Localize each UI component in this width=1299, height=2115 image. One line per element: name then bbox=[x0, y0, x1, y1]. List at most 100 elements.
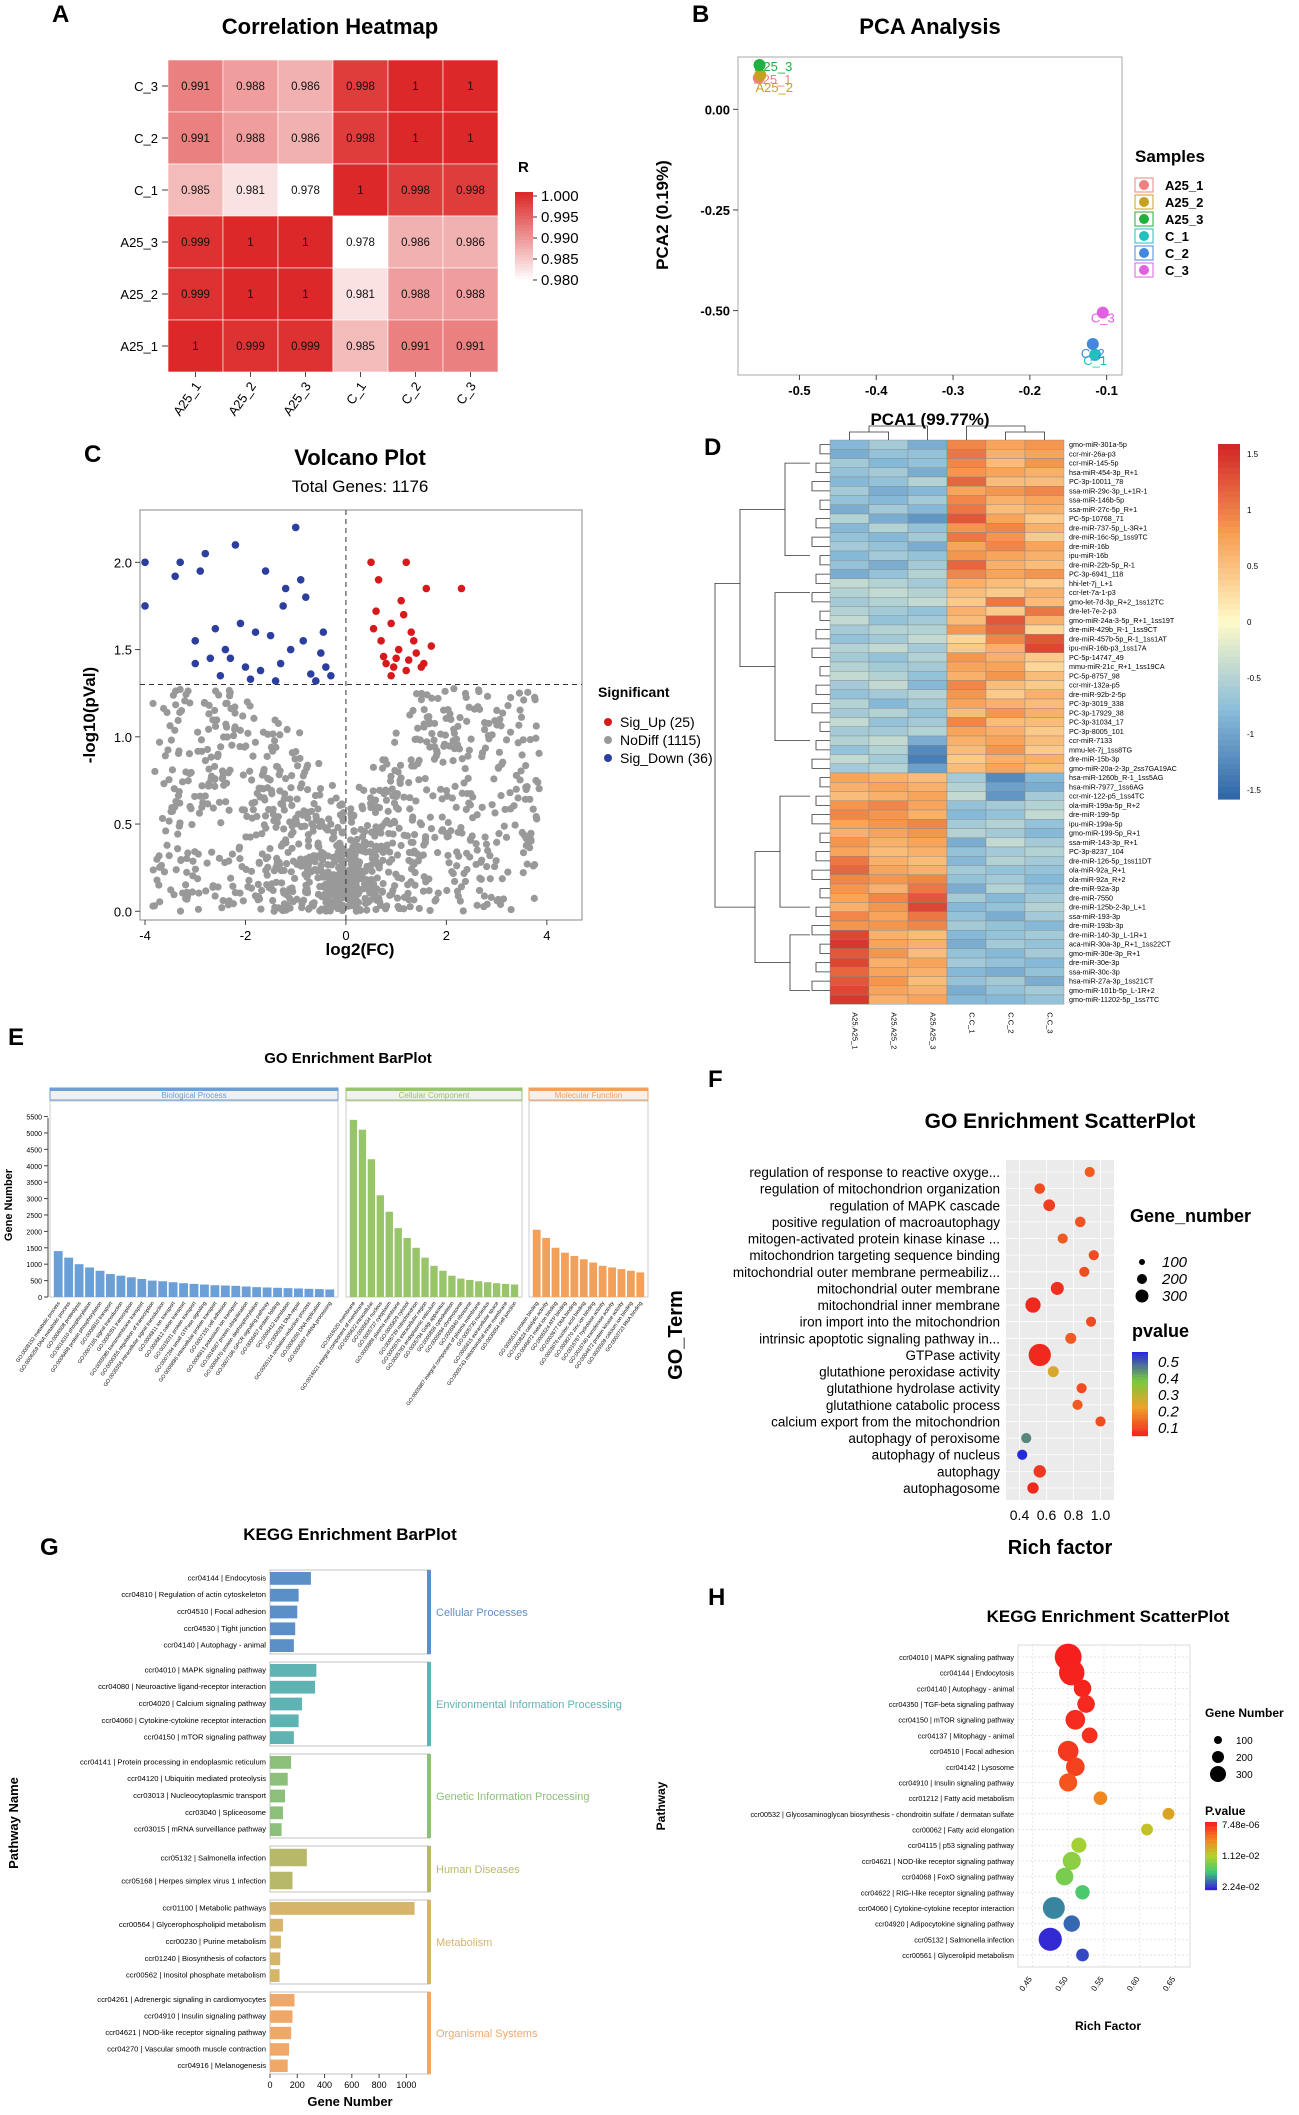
heatmap-cell bbox=[868, 976, 909, 986]
sig-down-point bbox=[191, 659, 200, 668]
bar bbox=[294, 1288, 303, 1297]
heatmap-cell bbox=[946, 513, 987, 524]
bar bbox=[189, 1283, 199, 1297]
heatmap-cell bbox=[985, 634, 1026, 644]
color-legend-gradient bbox=[1132, 1377, 1148, 1380]
heatmap-cell bbox=[1024, 865, 1065, 875]
heatmap-cell bbox=[1024, 735, 1065, 746]
y-tick-label: glutathione catabolic process bbox=[826, 1398, 1000, 1413]
color-legend-gradient bbox=[1205, 1840, 1217, 1843]
heatmap-cell bbox=[868, 883, 909, 894]
nodiff-point bbox=[211, 775, 219, 784]
dendrogram-branch bbox=[815, 906, 830, 917]
legend-gradient bbox=[515, 234, 533, 238]
heatmap-cell bbox=[946, 476, 987, 487]
heatmap-cell bbox=[985, 717, 1026, 727]
nodiff-point bbox=[504, 702, 512, 710]
heatmap-cell bbox=[946, 717, 987, 727]
nodiff-point bbox=[439, 758, 447, 766]
heatmap-cell bbox=[829, 726, 870, 737]
nodiff-point bbox=[183, 868, 191, 876]
nodiff-point bbox=[296, 855, 305, 863]
nodiff-point bbox=[444, 851, 452, 860]
heatmap-cell bbox=[868, 920, 909, 931]
row-label: C_1 bbox=[134, 183, 158, 198]
y-tick-label: ccr03040 | Spliceosome bbox=[185, 1808, 266, 1817]
nodiff-point bbox=[361, 876, 369, 884]
heatmap-cell bbox=[829, 624, 870, 635]
bar bbox=[385, 1211, 393, 1297]
y-tick-label: ccr03015 | mRNA surveillance pathway bbox=[134, 1825, 266, 1834]
nodiff-point bbox=[338, 801, 346, 809]
heatmap-cell bbox=[985, 828, 1026, 838]
data-point bbox=[1033, 1465, 1046, 1478]
nodiff-point bbox=[450, 725, 458, 733]
y-tick-label: regulation of mitochondrion organization bbox=[760, 1182, 1000, 1197]
color-legend-gradient bbox=[1132, 1394, 1148, 1397]
color-legend-gradient bbox=[1205, 1835, 1217, 1838]
nodiff-point bbox=[406, 805, 414, 813]
nodiff-point bbox=[182, 881, 190, 889]
heatmap-cell bbox=[946, 458, 987, 468]
heatmap-cell bbox=[868, 939, 909, 949]
nodiff-point bbox=[472, 840, 480, 848]
sig-down-point bbox=[226, 654, 235, 663]
nodiff-point bbox=[252, 831, 260, 839]
heatmap-cell bbox=[946, 902, 987, 912]
nodiff-point bbox=[504, 868, 512, 876]
facet-strip bbox=[427, 1992, 431, 2074]
y-tick-label: 5500 bbox=[26, 1115, 42, 1122]
bar bbox=[608, 1267, 616, 1297]
nodiff-point bbox=[491, 809, 499, 817]
heatmap-cell bbox=[907, 846, 948, 857]
legend-gradient bbox=[515, 201, 533, 205]
row-label: ipu-miR-199a-5p bbox=[1069, 819, 1123, 828]
heatmap-cell bbox=[868, 754, 909, 764]
x-tick-label: 4 bbox=[543, 928, 550, 943]
sig-up-point bbox=[377, 637, 385, 645]
nodiff-point bbox=[322, 824, 330, 832]
y-tick-label: regulation of response to reactive oxyge… bbox=[749, 1165, 1000, 1180]
legend-gradient bbox=[1218, 485, 1240, 492]
dendrogram-branch bbox=[811, 592, 830, 603]
legend-gradient bbox=[1218, 491, 1240, 498]
heatmap-cell bbox=[829, 634, 870, 644]
heatmap-cell bbox=[332, 163, 389, 217]
nodiff-point bbox=[185, 750, 194, 758]
heatmap-cell bbox=[1024, 948, 1065, 959]
nodiff-point bbox=[438, 813, 446, 821]
dendrogram-branch bbox=[819, 666, 830, 677]
nodiff-point bbox=[439, 826, 447, 834]
color-legend-gradient bbox=[1205, 1839, 1217, 1841]
row-label: ssa-miR-146b-5p bbox=[1069, 496, 1124, 505]
nodiff-point bbox=[282, 839, 290, 847]
nodiff-point bbox=[447, 715, 455, 724]
heatmap-cell bbox=[985, 513, 1026, 524]
heatmap-cell bbox=[907, 772, 948, 783]
nodiff-point bbox=[304, 831, 312, 839]
size-legend-label: 200 bbox=[1236, 1753, 1253, 1764]
col-label: A25.A25_2 bbox=[890, 1012, 899, 1049]
nodiff-point bbox=[287, 831, 295, 839]
nodiff-point bbox=[488, 801, 496, 809]
heatmap-cell bbox=[1024, 846, 1065, 857]
nodiff-point bbox=[293, 895, 301, 903]
heatmap-cell bbox=[829, 994, 870, 1005]
legend-gradient bbox=[1218, 520, 1240, 528]
heatmap-cell bbox=[868, 689, 909, 700]
bar bbox=[137, 1278, 147, 1297]
legend-tick: 0.5 bbox=[1247, 562, 1259, 571]
y-tick-label: ccr05132 | Salmonella infection bbox=[161, 1853, 266, 1862]
heatmap-cell bbox=[907, 911, 948, 922]
nodiff-point bbox=[378, 887, 386, 895]
cell-value: 0.988 bbox=[456, 289, 485, 301]
nodiff-point bbox=[472, 860, 480, 869]
nodiff-point bbox=[314, 816, 322, 825]
y-tick-label: positive regulation of macroautophagy bbox=[772, 1215, 1000, 1230]
color-legend-gradient bbox=[1132, 1408, 1148, 1411]
y-tick-label: 2000 bbox=[26, 1229, 42, 1236]
data-point bbox=[1017, 1449, 1028, 1460]
col-label: A25_3 bbox=[280, 379, 314, 418]
x-tick-label: 200 bbox=[290, 2080, 305, 2090]
col-label: A25.A25_1 bbox=[851, 1012, 860, 1049]
